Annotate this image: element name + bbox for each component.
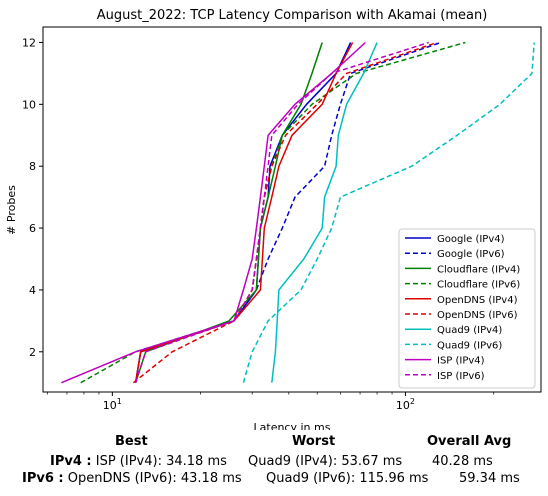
x-tick-label: 101	[103, 397, 122, 412]
ipv6-row: IPv6 : OpenDNS (IPv6): 43.18 ms	[22, 471, 242, 486]
chart-title: August_2022: TCP Latency Comparison with…	[97, 8, 488, 23]
legend-label-quad9-ipv4: Quad9 (IPv4)	[437, 325, 502, 336]
y-tick-label: 4	[29, 284, 36, 297]
series-line-isp-ipv4	[61, 41, 366, 384]
axis-layer: 2 4 6 8 10 12 101 102	[22, 36, 495, 412]
legend-label-quad9-ipv6: Quad9 (IPv6)	[437, 340, 502, 351]
plot-area	[42, 26, 542, 393]
series-line-quad9-ipv4	[271, 42, 378, 383]
series-layer	[61, 41, 535, 384]
ipv4-avg: 40.28 ms	[432, 454, 493, 469]
ipv4-label: IPv4 :	[50, 454, 92, 469]
series-line-google-ipv6	[134, 41, 442, 383]
ipv4-best: ISP (IPv4): 34.18 ms	[95, 454, 227, 469]
ipv6-label: IPv6 :	[22, 471, 64, 486]
y-tick-label: 12	[22, 36, 36, 49]
ipv4-row: IPv4 : ISP (IPv4): 34.18 ms	[50, 454, 227, 469]
worst-header: Worst	[292, 434, 336, 449]
legend-label-opendns-ipv4: OpenDNS (IPv4)	[437, 295, 518, 306]
summary-table: Best Worst Overall Avg IPv4 : ISP (IPv4)…	[0, 430, 548, 496]
series-line-cloudflare-ipv4	[134, 42, 323, 383]
ipv6-best: OpenDNS (IPv6): 43.18 ms	[67, 471, 242, 486]
avg-header: Overall Avg	[427, 434, 512, 449]
latency-chart: August_2022: TCP Latency Comparison with…	[5, 8, 542, 430]
legend-label-isp-ipv4: ISP (IPv4)	[437, 356, 485, 367]
series-line-opendns-ipv6	[132, 41, 438, 384]
legend-label-isp-ipv6: ISP (IPv6)	[437, 371, 485, 382]
x-axis-label: Latency in ms	[254, 421, 331, 430]
y-tick-label: 8	[29, 160, 36, 173]
legend: Google (IPv4) Google (IPv6) Cloudflare (IP…	[398, 228, 536, 389]
y-axis-label: # Probes	[5, 185, 18, 235]
legend-label-opendns-ipv6: OpenDNS (IPv6)	[437, 310, 518, 321]
ipv6-worst: Quad9 (IPv6): 115.96 ms	[266, 471, 429, 486]
ipv4-worst: Quad9 (IPv4): 53.67 ms	[248, 454, 403, 469]
best-header: Best	[115, 434, 148, 449]
series-line-opendns-ipv4	[134, 42, 354, 383]
y-tick-label: 6	[29, 222, 36, 235]
legend-label-cloudflare-ipv4: Cloudflare (IPv4)	[437, 264, 520, 275]
legend-label-google-ipv6: Google (IPv6)	[437, 249, 505, 260]
series-line-google-ipv4	[134, 42, 352, 383]
ipv6-avg: 59.34 ms	[459, 471, 520, 486]
y-tick-label: 10	[22, 98, 36, 111]
legend-label-cloudflare-ipv6: Cloudflare (IPv6)	[437, 280, 520, 291]
legend-frame	[398, 228, 536, 389]
legend-label-google-ipv4: Google (IPv4)	[437, 234, 505, 245]
y-tick-label: 2	[29, 346, 36, 359]
series-line-isp-ipv6	[134, 41, 429, 383]
x-tick-label: 102	[396, 397, 415, 412]
